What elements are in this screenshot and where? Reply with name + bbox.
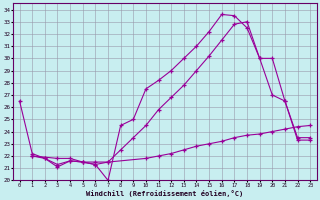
X-axis label: Windchill (Refroidissement éolien,°C): Windchill (Refroidissement éolien,°C) [86, 190, 244, 197]
